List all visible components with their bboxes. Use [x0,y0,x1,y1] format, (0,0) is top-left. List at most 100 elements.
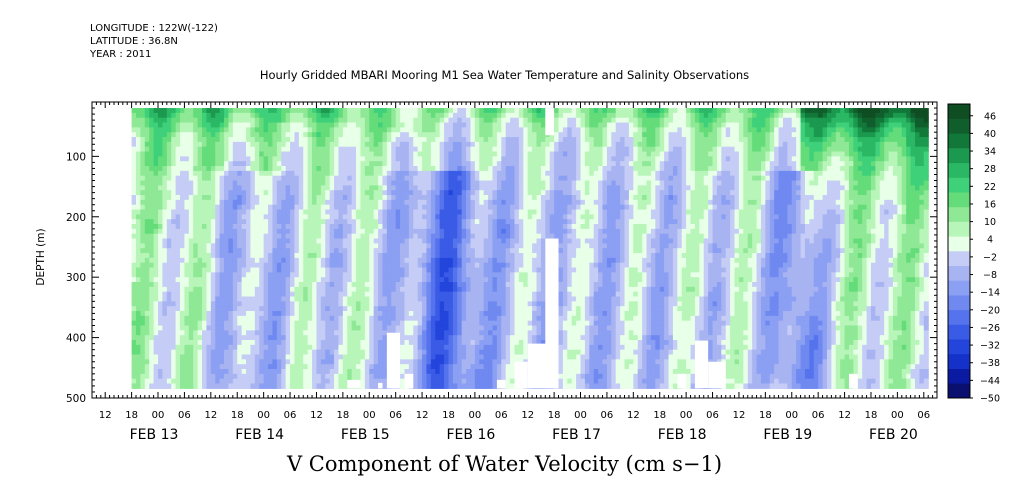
heatmap-cell [320,306,326,312]
heatmap-cell [452,282,458,288]
heatmap-cell [290,354,296,360]
heatmap-cell [435,170,441,177]
heatmap-cell [395,253,401,259]
heatmap-cell [439,224,445,230]
heatmap-cell [259,180,265,186]
heatmap-cell [303,340,309,346]
heatmap-cell [268,209,274,215]
heatmap-cell [210,383,216,389]
heatmap-cell [188,364,194,370]
heatmap-cell [325,311,331,317]
heatmap-cell [184,185,190,191]
heatmap-cell [303,224,309,230]
heatmap-cell [461,306,467,312]
heatmap-cell [496,214,502,220]
heatmap-cell [228,224,234,230]
heatmap-cell [413,199,419,206]
heatmap-cell [232,190,238,196]
heatmap-cell [338,117,344,124]
heatmap-cell [298,122,304,128]
heatmap-cell [329,364,335,370]
heatmap-cell [162,340,168,346]
heatmap-cell [505,369,511,375]
heatmap-cell [461,378,467,385]
heatmap-cell [373,369,379,375]
heatmap-cell [303,209,309,215]
heatmap-cell [175,141,181,148]
heatmap-cell [298,117,304,124]
heatmap-cell [281,369,287,375]
heatmap-cell [448,383,454,389]
heatmap-cell [312,315,318,322]
heatmap-cell [408,233,414,240]
heatmap-cell [378,364,384,370]
heatmap-cell [386,170,392,177]
heatmap-cell [136,335,142,341]
heatmap-cell [360,219,366,225]
heatmap-cell [448,354,454,360]
heatmap-cell [430,286,436,293]
heatmap-cell [461,117,467,124]
heatmap-cell [492,282,498,288]
heatmap-cell [294,170,300,177]
heatmap-cell [483,199,489,206]
heatmap-cell [175,330,181,336]
heatmap-cell [202,262,208,269]
heatmap-cell [312,291,318,298]
heatmap-cell [188,204,194,211]
heatmap-cell [448,204,454,211]
heatmap-cell [153,277,159,283]
heatmap-cell [162,214,168,220]
heatmap-cell [417,325,423,331]
heatmap-cell [263,344,269,351]
heatmap-cell [356,214,362,220]
heatmap-cell [263,282,269,288]
heatmap-cell [246,359,252,365]
heatmap-cell [320,301,326,307]
heatmap-cell [448,195,454,201]
heatmap-cell [483,315,489,322]
heatmap-cell [435,373,441,380]
heatmap-cell [329,190,335,196]
heatmap-cell [501,277,507,283]
heatmap-cell [378,238,384,244]
heatmap-cell [373,286,379,293]
heatmap-cell [483,277,489,283]
heatmap-cell [202,344,208,351]
heatmap-cell [188,369,194,375]
heatmap-cell [193,166,199,172]
heatmap-cell [180,335,186,341]
heatmap-cell [325,175,331,182]
heatmap-cell [404,315,410,322]
heatmap-cell [166,306,172,312]
heatmap-cell [382,344,388,351]
heatmap-cell [325,166,331,172]
heatmap-cell [246,209,252,215]
heatmap-cell [246,175,252,182]
heatmap-cell [347,257,353,264]
heatmap-cell [241,190,247,196]
heatmap-cell [452,117,458,124]
heatmap-cell [417,253,423,259]
heatmap-cell [479,137,485,143]
heatmap-cell [426,369,432,375]
heatmap-cell [430,282,436,288]
heatmap-cell [386,286,392,293]
heatmap-cell [461,127,467,133]
heatmap-cell [232,199,238,206]
heatmap-cell [184,354,190,360]
heatmap-cell [382,369,388,375]
heatmap-cell [417,248,423,254]
heatmap-cell [171,127,177,133]
heatmap-cell [369,340,375,346]
heatmap-cell [435,267,441,273]
heatmap-cell [439,195,445,201]
heatmap-cell [408,127,414,133]
heatmap-cell [237,166,243,172]
heatmap-cell [413,156,419,162]
heatmap-cell [303,267,309,273]
heatmap-cell [312,233,318,240]
heatmap-cell [373,180,379,186]
heatmap-cell [171,137,177,143]
heatmap-cell [215,137,221,143]
